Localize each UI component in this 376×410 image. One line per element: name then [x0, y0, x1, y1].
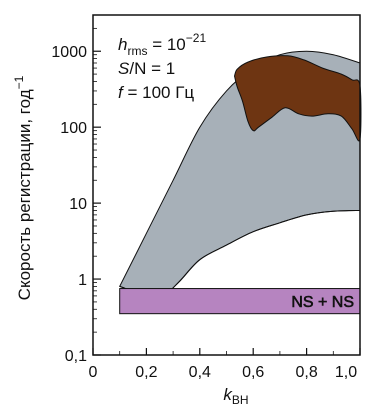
annotation-h-rms: hrms = 10−21	[118, 31, 206, 58]
x-tick-label: 0	[89, 364, 98, 381]
x-tick-label: 0,8	[295, 364, 317, 381]
y-tick-label: 100	[60, 120, 87, 137]
x-axis-label: kBH	[223, 385, 248, 407]
x-tick-label: 0,4	[189, 364, 211, 381]
annotation-signal-noise: S/N = 1	[118, 59, 175, 78]
y-tick-label: 0,1	[65, 348, 87, 365]
brown-region-area	[233, 55, 362, 142]
y-tick-label: 1000	[51, 44, 87, 61]
y-tick-label: 10	[69, 196, 87, 213]
x-axis-ticks: 0 0,2 0,4 0,6 0,8 1,0	[89, 348, 361, 381]
y-tick-label: 1	[78, 272, 87, 289]
x-tick-label: 0,6	[242, 364, 264, 381]
annotation-frequency: f = 100 Гц	[118, 83, 194, 102]
y-axis-label: Скорость регистрации, год−1	[12, 75, 34, 300]
ns-ns-band	[119, 288, 361, 315]
x-tick-label: 0,2	[135, 364, 157, 381]
y-axis-ticks: 0,1 1 10 100 1000	[51, 14, 101, 365]
plot-regions: NS + NS	[118, 50, 362, 315]
x-tick-label: 1,0	[335, 364, 357, 381]
ns-ns-label: NS + NS	[291, 294, 354, 311]
